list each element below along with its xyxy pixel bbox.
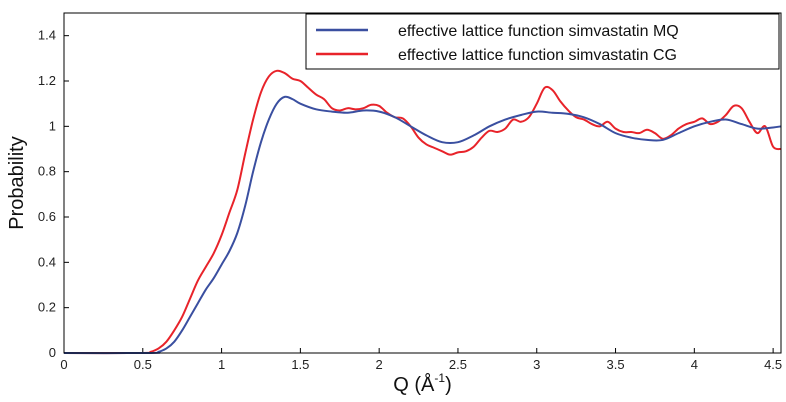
legend-label-mq: effective lattice function simvastatin M…: [398, 23, 679, 40]
y-tick-label: 1: [49, 118, 56, 133]
y-tick-label: 0: [49, 345, 56, 360]
x-axis-title: Q (Å-1): [393, 371, 451, 396]
y-tick-label: 1.4: [38, 28, 56, 43]
y-tick-label: 0.2: [38, 300, 56, 315]
legend-label-cg: effective lattice function simvastatin C…: [398, 47, 677, 64]
series-line-cg: [63, 69, 782, 355]
legend-box: [305, 13, 780, 70]
y-axis-title: Probability: [6, 136, 28, 229]
x-axis-title-superscript: -1: [434, 371, 445, 385]
x-tick-label: 3.5: [606, 357, 624, 372]
plot-frame: [63, 12, 782, 354]
x-tick-label: 1.5: [291, 357, 309, 372]
series-layer: [63, 69, 782, 355]
x-tick-label: 0.5: [134, 357, 152, 372]
x-axis-title-main: Q (Å: [393, 373, 435, 396]
x-tick-label: 2.5: [449, 357, 467, 372]
ticks-layer: 0 0.5 1 1.5 2 2.5 3 3.5 4 4.5 0 0.2 0.4 0.6 0.8 1 1.2 1.4: [38, 28, 782, 372]
y-tick-label: 0.6: [38, 209, 56, 224]
series-line-mq: [63, 95, 782, 355]
legend: effective lattice function simvastatin M…: [305, 13, 780, 70]
y-tick-label: 0.4: [38, 254, 56, 269]
y-tick-label: 0.8: [38, 164, 56, 179]
x-tick-label: 0: [60, 357, 67, 372]
x-tick-label: 2: [376, 357, 383, 372]
x-tick-label: 4.5: [764, 357, 782, 372]
x-tick-label: 4: [691, 357, 698, 372]
x-tick-label: 1: [218, 357, 225, 372]
y-tick-label: 1.2: [38, 73, 56, 88]
x-tick-label: 3: [533, 357, 540, 372]
x-axis-title-close: ): [445, 374, 452, 396]
